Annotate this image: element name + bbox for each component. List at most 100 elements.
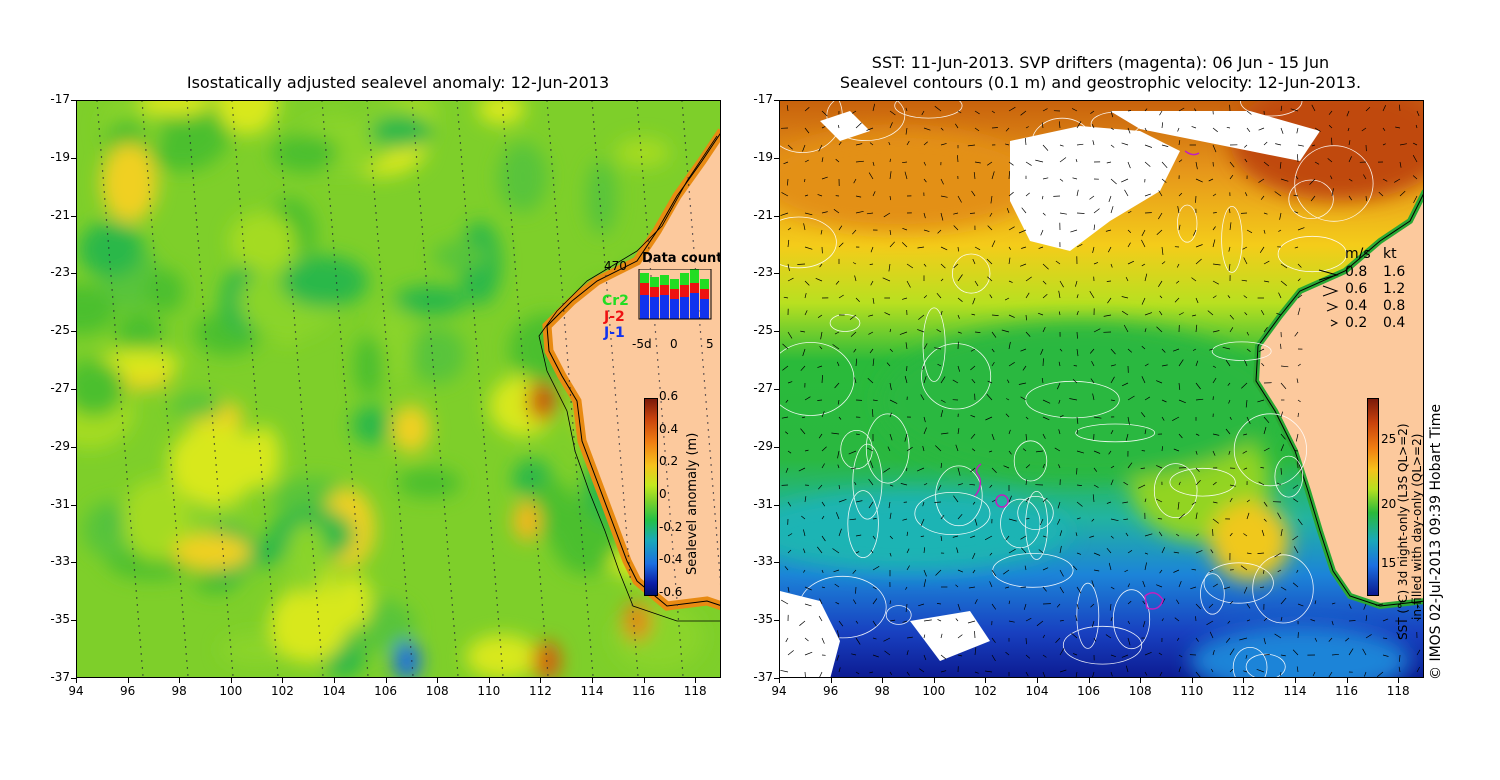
left-lat-tick-label: -27 [50, 381, 70, 395]
left-map-title: Isostatically adjusted sealevel anomaly:… [186, 73, 610, 92]
right-lat-tick-label: -31 [753, 496, 773, 511]
sealevel-colorbar-tick: 0.6 [659, 389, 679, 403]
series-label-j1: J-1 [604, 325, 625, 341]
left-lon-tick-mark [695, 678, 697, 683]
data-count-inset: Data count 470 Cr2 J-2 J-1 -5d 0 5 [602, 251, 720, 351]
left-lon-tick-mark [334, 678, 335, 683]
left-lon-tick-label: 94 [68, 684, 84, 698]
left-lon-tick-label: 118 [683, 684, 707, 698]
right-lat-tick-mark [774, 678, 779, 679]
data-count-xlabel-end: 5 [706, 337, 714, 351]
left-lat-tick-label: -23 [50, 265, 70, 280]
left-lon-tick-label: 108 [425, 684, 449, 698]
sealevel-colorbar-label: Sealevel anomaly (m) [685, 432, 700, 575]
left-lon-tick-label: 106 [374, 684, 398, 698]
sst-map: m/s kt 0.8 1.6 0.6 1.2 0.4 0.8 0.2 0.4 [779, 100, 1424, 678]
left-lon-tick-mark [76, 678, 77, 683]
left-lat-tick-label: -31 [50, 496, 70, 511]
left-lon-tick-label: 104 [322, 684, 346, 698]
velocity-row-ms-3: 0.2 [1345, 315, 1368, 331]
left-lon-tick-label: 100 [219, 684, 243, 698]
right-lat-tick-label: -37 [753, 670, 773, 684]
left-lon-tick-mark [385, 678, 387, 683]
velocity-row-kt-1: 1.2 [1383, 281, 1406, 297]
right-lon-tick-label: 108 [1128, 684, 1152, 698]
left-lon-tick-label: 102 [270, 684, 294, 698]
right-lon-tick-mark [1243, 678, 1245, 683]
left-lon-tick-mark [179, 678, 181, 683]
left-lat-tick-mark [71, 562, 76, 564]
left-lat-tick-mark [71, 620, 76, 622]
right-lat-tick-mark [774, 157, 779, 159]
right-lon-tick-label: 102 [973, 684, 997, 698]
right-lat-tick-mark [774, 446, 779, 448]
left-lat-tick-mark [71, 331, 76, 333]
right-lon-tick-label: 118 [1386, 684, 1410, 698]
left-lon-tick-mark [592, 678, 593, 683]
right-lon-tick-mark [882, 678, 884, 683]
data-count-bars [638, 269, 712, 320]
right-lon-tick-label: 100 [922, 684, 946, 698]
velocity-row-kt-0: 1.6 [1383, 264, 1406, 280]
velocity-unit-ms: m/s [1345, 246, 1371, 262]
right-lon-tick-mark [1346, 678, 1348, 683]
right-lon-tick-mark [779, 678, 780, 683]
right-lon-tick-mark [1037, 678, 1038, 683]
left-lat-tick-mark [71, 504, 76, 506]
right-lat-tick-label: -17 [753, 92, 773, 106]
left-lat-tick-mark [71, 273, 76, 275]
right-lon-tick-mark [830, 678, 832, 683]
right-lat-tick-mark [774, 100, 779, 101]
right-lat-tick-mark [774, 389, 779, 390]
right-lat-tick-mark [774, 504, 779, 506]
velocity-row-kt-2: 0.8 [1383, 298, 1406, 314]
velocity-row-ms-0: 0.8 [1345, 264, 1368, 280]
right-lat-tick-label: -35 [753, 612, 773, 627]
left-lon-tick-mark [643, 678, 645, 683]
left-lon-tick-mark [282, 678, 284, 683]
left-lat-tick-mark [71, 100, 76, 101]
velocity-row-kt-3: 0.4 [1383, 315, 1406, 331]
left-lon-tick-label: 110 [477, 684, 501, 698]
right-lon-tick-label: 96 [822, 684, 839, 698]
left-lat-tick-mark [71, 446, 76, 448]
right-lat-tick-label: -27 [753, 381, 773, 395]
right-lon-tick-label: 114 [1283, 684, 1307, 698]
sealevel-colorbar-tick: 0 [659, 487, 667, 501]
sealevel-anomaly-field [77, 101, 720, 677]
right-lon-tick-label: 98 [874, 684, 890, 698]
right-lat-tick-label: -21 [753, 207, 773, 222]
velocity-row-ms-1: 0.6 [1345, 281, 1368, 297]
right-lon-tick-mark [1140, 678, 1142, 683]
left-lon-tick-label: 116 [632, 684, 656, 698]
left-lon-tick-mark [230, 678, 232, 683]
sealevel-colorbar-tick: 0.2 [659, 454, 679, 469]
left-lat-tick-label: -37 [50, 670, 70, 684]
right-lat-tick-label: -33 [753, 554, 773, 569]
data-count-max-label: 470 [604, 259, 627, 273]
right-lon-tick-label: 112 [1231, 684, 1255, 698]
right-lon-tick-label: 106 [1077, 684, 1101, 698]
right-lat-tick-label: -19 [753, 149, 773, 164]
sealevel-colorbar [644, 398, 658, 596]
australia-land [547, 134, 720, 606]
left-lat-tick-label: -35 [50, 612, 70, 627]
right-lon-tick-mark [1088, 678, 1090, 683]
left-lat-tick-label: -17 [50, 92, 70, 106]
left-lat-tick-mark [71, 215, 76, 217]
left-lat-tick-label: -25 [50, 323, 70, 338]
left-lat-tick-label: -19 [50, 149, 70, 164]
velocity-unit-kt: kt [1383, 246, 1397, 262]
sst-field [780, 101, 1423, 677]
left-lon-tick-label: 114 [580, 684, 604, 698]
imos-credit: © IMOS 02-Jul-2013 09:39 Hobart Time [1428, 404, 1444, 680]
velocity-row-ms-2: 0.4 [1345, 298, 1368, 314]
left-lat-tick-mark [71, 389, 76, 390]
left-lon-tick-mark [488, 678, 490, 683]
right-lat-tick-mark [774, 562, 779, 564]
sealevel-colorbar-tick: -0.2 [659, 519, 683, 534]
right-lon-tick-mark [933, 678, 935, 683]
right-lon-tick-mark [985, 678, 987, 683]
sst-colorbar [1367, 398, 1379, 596]
svp-drifter-tracks [974, 150, 1200, 610]
